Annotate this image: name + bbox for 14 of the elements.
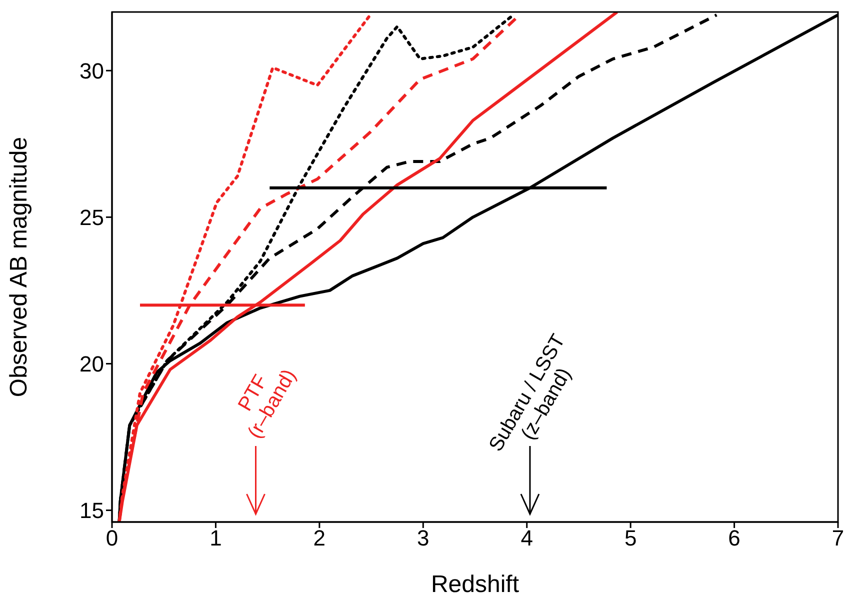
y-axis-title: Observed AB magnitude <box>6 136 33 398</box>
x-tick-label: 2 <box>313 526 326 551</box>
y-tick-label: 15 <box>80 498 104 524</box>
x-tick-label: 6 <box>728 526 740 551</box>
y-tick-label: 25 <box>80 204 104 230</box>
x-tick-label: 5 <box>624 526 637 551</box>
x-tick-label: 7 <box>832 526 844 551</box>
x-tick-label: 1 <box>210 526 222 551</box>
x-tick-label: 4 <box>520 526 533 551</box>
x-tick-label: 3 <box>417 526 430 551</box>
y-tick-label: 20 <box>80 352 104 377</box>
y-tick-label: 30 <box>80 58 104 84</box>
x-axis-title: Redshift <box>430 571 520 598</box>
x-tick-label: 0 <box>106 526 118 551</box>
